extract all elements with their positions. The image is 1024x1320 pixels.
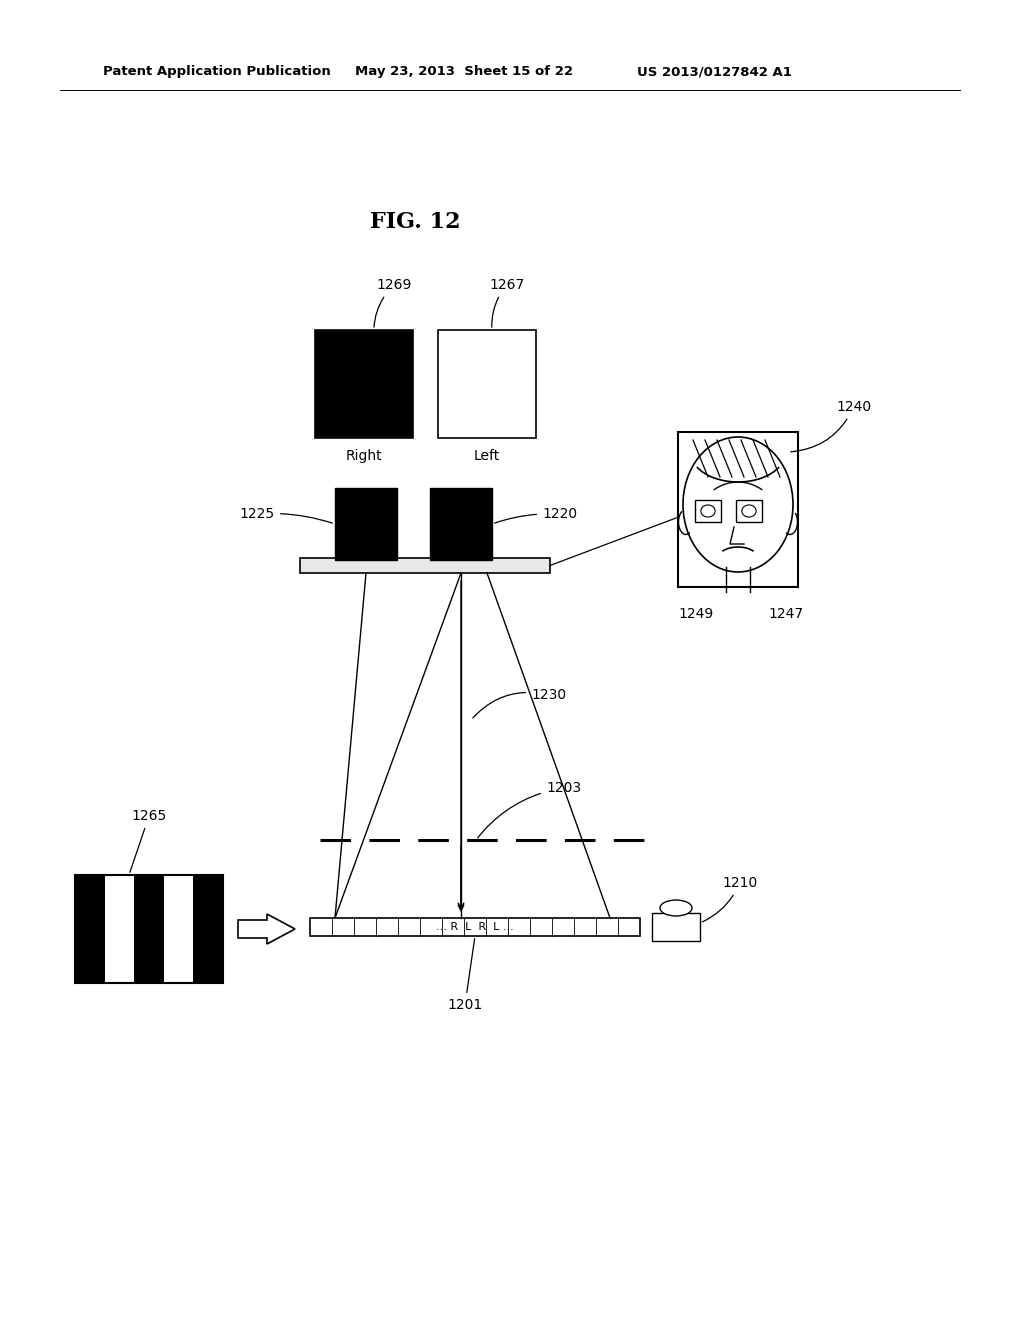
- Bar: [310, 917, 640, 936]
- Text: 1203: 1203: [478, 781, 582, 838]
- Text: ... R  L  R  L ...: ... R L R L ...: [436, 921, 514, 932]
- Bar: [300, 558, 550, 573]
- Bar: [315, 330, 413, 438]
- Ellipse shape: [741, 506, 756, 517]
- Text: 1210: 1210: [702, 876, 758, 921]
- Text: Left: Left: [474, 449, 500, 463]
- Text: Right: Right: [346, 449, 382, 463]
- Bar: [194, 875, 223, 983]
- Bar: [134, 875, 164, 983]
- Text: FIG. 12: FIG. 12: [370, 211, 461, 234]
- Text: 1230: 1230: [473, 688, 566, 718]
- Bar: [678, 432, 798, 587]
- Text: Patent Application Publication: Patent Application Publication: [103, 66, 331, 78]
- Bar: [335, 488, 397, 560]
- Polygon shape: [238, 913, 295, 944]
- Text: 1265: 1265: [130, 809, 167, 873]
- Ellipse shape: [660, 900, 692, 916]
- Text: 1225: 1225: [240, 507, 333, 523]
- Text: 1269: 1269: [374, 279, 412, 327]
- Text: 1249: 1249: [678, 607, 714, 620]
- Bar: [695, 500, 721, 521]
- Text: 1201: 1201: [447, 939, 482, 1012]
- Bar: [104, 875, 134, 983]
- Bar: [736, 500, 762, 521]
- Bar: [164, 875, 194, 983]
- Text: US 2013/0127842 A1: US 2013/0127842 A1: [637, 66, 792, 78]
- Bar: [438, 330, 536, 438]
- Text: 1247: 1247: [768, 607, 804, 620]
- Bar: [430, 488, 492, 560]
- Text: 1240: 1240: [791, 400, 871, 451]
- Bar: [75, 875, 104, 983]
- Bar: [75, 875, 223, 983]
- Ellipse shape: [700, 506, 715, 517]
- Text: May 23, 2013  Sheet 15 of 22: May 23, 2013 Sheet 15 of 22: [355, 66, 573, 78]
- Ellipse shape: [683, 437, 793, 572]
- Text: 1220: 1220: [495, 507, 578, 523]
- Bar: [652, 913, 700, 941]
- Text: 1267: 1267: [489, 279, 524, 327]
